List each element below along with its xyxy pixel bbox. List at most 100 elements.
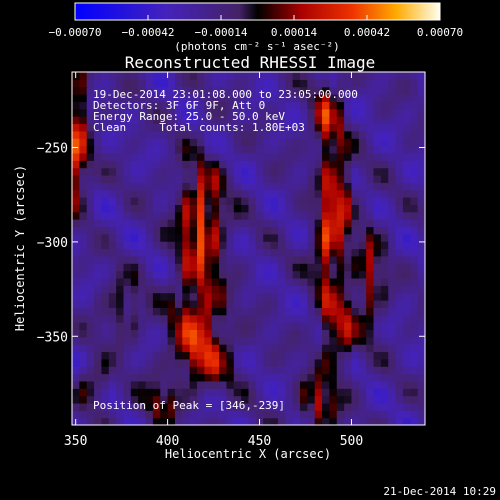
heatmap-cell — [130, 182, 139, 191]
heatmap-cell — [152, 285, 161, 294]
heatmap-cell — [130, 329, 139, 338]
heatmap-cell — [292, 189, 301, 198]
heatmap-cell — [285, 226, 294, 235]
heatmap-cell — [336, 138, 345, 147]
heatmap-cell — [211, 322, 220, 330]
heatmap-cell — [72, 233, 80, 242]
info-annotations: 19-Dec-2014 23:01:08.000 to 23:05:00.000… — [93, 88, 358, 412]
heatmap-cell — [292, 292, 301, 301]
heatmap-cell — [130, 358, 139, 367]
heatmap-cell — [263, 285, 272, 294]
heatmap-cell — [307, 329, 316, 338]
heatmap-cell — [233, 366, 242, 375]
heatmap-cell — [189, 130, 198, 139]
heatmap-cell — [130, 86, 139, 95]
heatmap-cell — [380, 410, 389, 419]
heatmap-cell — [380, 373, 389, 382]
heatmap-cell — [138, 277, 147, 286]
heatmap-cell — [189, 211, 198, 220]
heatmap-cell — [255, 380, 264, 389]
heatmap-cell — [204, 351, 213, 360]
heatmap-cell — [358, 402, 367, 411]
heatmap-cell — [211, 410, 220, 419]
heatmap-cell — [270, 123, 279, 132]
heatmap-cell — [86, 307, 95, 316]
heatmap-cell — [94, 226, 103, 235]
heatmap-cell — [373, 226, 382, 235]
heatmap-cell — [277, 145, 286, 154]
heatmap-cell — [388, 145, 397, 154]
heatmap-cell — [86, 72, 95, 80]
heatmap-cell — [292, 380, 301, 389]
heatmap-cell — [263, 130, 272, 139]
heatmap-cell — [167, 410, 176, 419]
heatmap-cell — [167, 138, 176, 147]
heatmap-cell — [255, 116, 264, 125]
heatmap-cell — [351, 197, 360, 205]
heatmap-cell — [160, 116, 169, 125]
heatmap-cell — [351, 174, 360, 183]
heatmap-cell — [226, 86, 235, 95]
heatmap-cell — [152, 277, 161, 286]
heatmap-cell — [160, 182, 169, 191]
heatmap-cell — [189, 285, 198, 294]
heatmap-cell — [380, 395, 389, 404]
heatmap-cell — [116, 336, 125, 345]
heatmap-cell — [358, 292, 367, 301]
heatmap-cell — [79, 292, 88, 301]
heatmap-cell — [380, 344, 389, 353]
heatmap-cell — [292, 160, 301, 169]
heatmap-cell — [233, 336, 242, 345]
heatmap-cell — [307, 130, 316, 139]
colorbar-gradient — [74, 2, 441, 21]
heatmap-cell — [197, 380, 205, 389]
heatmap-cell — [241, 388, 250, 397]
heatmap-cell — [211, 380, 220, 389]
heatmap-cell — [174, 79, 183, 88]
heatmap-cell — [285, 410, 294, 419]
heatmap-cell — [358, 299, 367, 308]
heatmap-cell — [226, 197, 235, 205]
heatmap-cell — [72, 197, 80, 205]
heatmap-cell — [329, 130, 338, 139]
heatmap-cell — [336, 123, 345, 132]
heatmap-cell — [152, 123, 161, 132]
heatmap-cell — [277, 255, 286, 264]
heatmap-cell — [116, 270, 125, 279]
heatmap-cell — [248, 292, 257, 301]
heatmap-cell — [108, 79, 117, 88]
heatmap-cell — [226, 219, 235, 228]
heatmap-cell — [79, 388, 88, 397]
heatmap-cell — [314, 94, 323, 103]
heatmap-cell — [86, 241, 95, 250]
heatmap-cell — [138, 299, 147, 308]
heatmap-cell — [329, 116, 338, 125]
heatmap-cell — [241, 322, 250, 330]
heatmap-cell — [101, 211, 110, 220]
heatmap-cell — [72, 255, 80, 264]
heatmap-cell — [72, 351, 80, 360]
heatmap-cell — [410, 366, 419, 375]
heatmap-cell — [197, 94, 205, 103]
heatmap-cell — [344, 101, 353, 110]
heatmap-cell — [79, 417, 88, 425]
heatmap-cell — [182, 182, 191, 191]
heatmap-cell — [307, 270, 316, 279]
heatmap-cell — [101, 204, 110, 213]
heatmap-cell — [336, 366, 345, 375]
heatmap-cell — [344, 336, 353, 345]
heatmap-cell — [79, 255, 88, 264]
heatmap-cell — [226, 322, 235, 330]
heatmap-cell — [307, 277, 316, 286]
heatmap-cell — [307, 241, 316, 250]
heatmap-cell — [152, 366, 161, 375]
heatmap-cell — [138, 94, 147, 103]
heatmap-cell — [211, 285, 220, 294]
heatmap-cell — [277, 373, 286, 382]
heatmap-cell — [189, 189, 198, 198]
heatmap-cell — [336, 174, 345, 183]
heatmap-cell — [108, 270, 117, 279]
heatmap-cell — [248, 233, 257, 242]
heatmap-cell — [86, 233, 95, 242]
heatmap-cell — [138, 292, 147, 301]
